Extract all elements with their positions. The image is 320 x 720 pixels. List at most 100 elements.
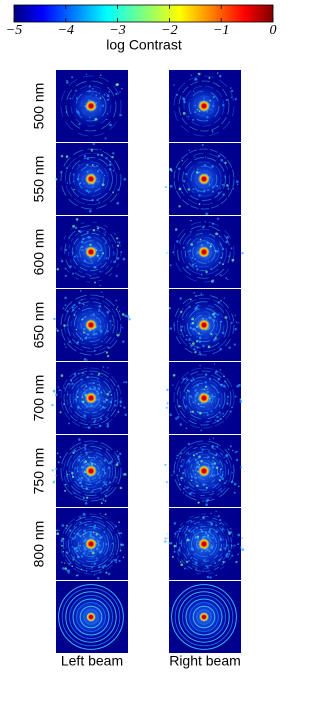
- speckle: [101, 183, 105, 187]
- ring: [60, 148, 122, 210]
- speckle: [83, 529, 86, 533]
- core-peak: [202, 323, 206, 327]
- speckle: [235, 321, 238, 323]
- speckle: [208, 550, 211, 553]
- speckle: [117, 458, 120, 461]
- speckle: [121, 327, 123, 329]
- speckle: [234, 544, 236, 547]
- speckle: [198, 194, 201, 197]
- speckle: [204, 156, 207, 158]
- speckle: [218, 411, 221, 414]
- speckle: [128, 318, 131, 321]
- speckle: [126, 315, 130, 318]
- speckle: [104, 494, 108, 498]
- speckle: [98, 550, 102, 554]
- speckle: [93, 458, 96, 460]
- speckle: [98, 476, 101, 479]
- speckle: [224, 547, 226, 550]
- speckle: [125, 381, 128, 384]
- speckle: [205, 486, 208, 489]
- ring: [78, 531, 104, 557]
- speckle: [180, 464, 183, 468]
- speckle: [115, 83, 119, 87]
- speckle: [64, 567, 68, 570]
- speckle: [223, 375, 225, 378]
- speckle: [89, 243, 92, 246]
- speckle: [93, 331, 95, 333]
- speckle: [99, 512, 101, 515]
- speckle: [106, 367, 109, 369]
- ring: [186, 161, 222, 197]
- speckle: [115, 92, 118, 96]
- speckle: [71, 306, 74, 309]
- speckle: [71, 546, 74, 548]
- speckle: [124, 413, 127, 416]
- speckle: [167, 542, 170, 545]
- speckle: [169, 327, 173, 330]
- speckle: [82, 328, 86, 331]
- speckle: [195, 526, 198, 529]
- speckle: [110, 460, 113, 463]
- speckle: [226, 544, 229, 547]
- speckle: [195, 452, 198, 455]
- speckle-image: [51, 362, 128, 434]
- speckle: [102, 499, 105, 502]
- speckle: [83, 358, 87, 361]
- speckle: [218, 391, 220, 394]
- speckle: [85, 385, 87, 387]
- speckle-image: [56, 581, 128, 653]
- speckle: [108, 391, 111, 394]
- speckle: [99, 270, 101, 272]
- speckle: [215, 232, 218, 236]
- speckle: [215, 466, 219, 469]
- speckle-image: [164, 508, 245, 580]
- speckle: [194, 78, 197, 81]
- speckle: [188, 560, 190, 562]
- speckle-image: [164, 435, 243, 507]
- speckle: [61, 537, 65, 540]
- speckle: [205, 212, 209, 216]
- speckle: [200, 429, 203, 432]
- speckle-image: [51, 435, 128, 507]
- colorbar-tick-label: 0: [270, 23, 277, 38]
- speckle: [216, 184, 219, 188]
- speckle: [168, 236, 170, 238]
- speckle: [74, 226, 78, 230]
- speckle: [93, 562, 96, 565]
- speckle: [83, 461, 85, 463]
- speckle: [71, 537, 75, 541]
- colorbar: [13, 4, 274, 23]
- speckle: [223, 385, 226, 388]
- core-peak: [202, 177, 206, 181]
- ring: [71, 451, 111, 491]
- speckle: [219, 417, 223, 421]
- speckle: [66, 310, 69, 313]
- speckle: [101, 405, 105, 409]
- speckle: [202, 570, 204, 573]
- speckle: [51, 469, 54, 472]
- speckle: [61, 544, 63, 547]
- speckle: [191, 548, 195, 551]
- speckle: [91, 163, 94, 166]
- speckle: [103, 407, 106, 409]
- speckle: [76, 574, 79, 577]
- speckle: [70, 378, 73, 381]
- speckle: [199, 238, 202, 241]
- speckle: [212, 490, 214, 493]
- speckle: [73, 314, 76, 316]
- speckle: [96, 199, 99, 202]
- speckle: [212, 456, 215, 459]
- speckle: [115, 308, 118, 310]
- speckle: [179, 297, 182, 300]
- speckle: [198, 340, 202, 344]
- speckle: [213, 395, 216, 398]
- speckle: [203, 164, 207, 167]
- speckle: [190, 74, 193, 77]
- ring: [196, 317, 212, 333]
- speckle: [212, 105, 214, 108]
- speckle: [175, 457, 178, 460]
- speckle: [190, 112, 192, 114]
- speckle: [225, 98, 228, 102]
- speckle: [234, 97, 237, 101]
- speckle: [213, 462, 217, 465]
